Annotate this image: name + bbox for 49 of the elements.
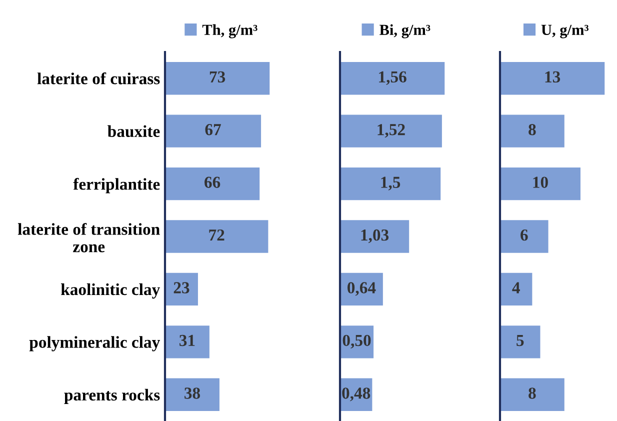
- data-label: 0,48: [342, 388, 370, 402]
- bar: [340, 220, 410, 253]
- data-label: 0,64: [348, 282, 376, 296]
- data-label: 67: [205, 124, 221, 136]
- y-tick-label: kaolinitic clay: [61, 283, 160, 299]
- data-label: 13: [545, 71, 560, 83]
- bar: [165, 114, 262, 148]
- bar: [165, 378, 220, 411]
- legend-label: Bi, g/m³: [380, 24, 430, 38]
- bar: [165, 326, 210, 358]
- data-label: 66: [204, 176, 220, 188]
- legend-label: U, g/m³: [541, 24, 589, 38]
- y-tick-label: bauxite: [108, 125, 160, 138]
- bar: [340, 167, 441, 200]
- data-label: 73: [210, 71, 226, 83]
- bar: [165, 272, 198, 306]
- data-label: 1,52: [378, 124, 405, 138]
- y-tick-label: laterite of transition zone: [18, 222, 160, 252]
- bar: [340, 114, 442, 148]
- data-label: 4: [512, 282, 520, 294]
- data-label: 1,03: [361, 229, 389, 244]
- y-tick-label: polymineralic clay: [29, 336, 160, 352]
- bar: [500, 220, 548, 253]
- y-tick-label: ferriplantite: [73, 178, 160, 194]
- y-tick-label: laterite of cuirass: [37, 72, 160, 84]
- bar: [500, 272, 532, 306]
- bar: [500, 326, 540, 358]
- data-label: 10: [533, 176, 548, 188]
- data-label: 5: [516, 335, 524, 346]
- bar: [340, 62, 445, 95]
- bar: [165, 220, 268, 253]
- data-label: 8: [528, 124, 536, 136]
- legend-label: Th, g/m³: [202, 24, 258, 38]
- data-label: 31: [180, 334, 195, 346]
- data-label: 23: [174, 282, 190, 294]
- data-label: 38: [184, 388, 200, 399]
- y-tick-label: parents rocks: [64, 388, 160, 404]
- data-label: 8: [528, 388, 536, 399]
- data-label: 0,50: [342, 334, 371, 349]
- bar: [500, 114, 564, 148]
- data-label: 1,56: [379, 71, 406, 85]
- data-label: 6: [520, 229, 528, 241]
- bar: [165, 62, 270, 95]
- bar: [165, 167, 260, 200]
- data-label: 1,5: [381, 176, 400, 190]
- bar: [500, 62, 605, 95]
- data-label: 72: [209, 229, 224, 241]
- bar: [500, 167, 580, 200]
- bar: [500, 378, 564, 411]
